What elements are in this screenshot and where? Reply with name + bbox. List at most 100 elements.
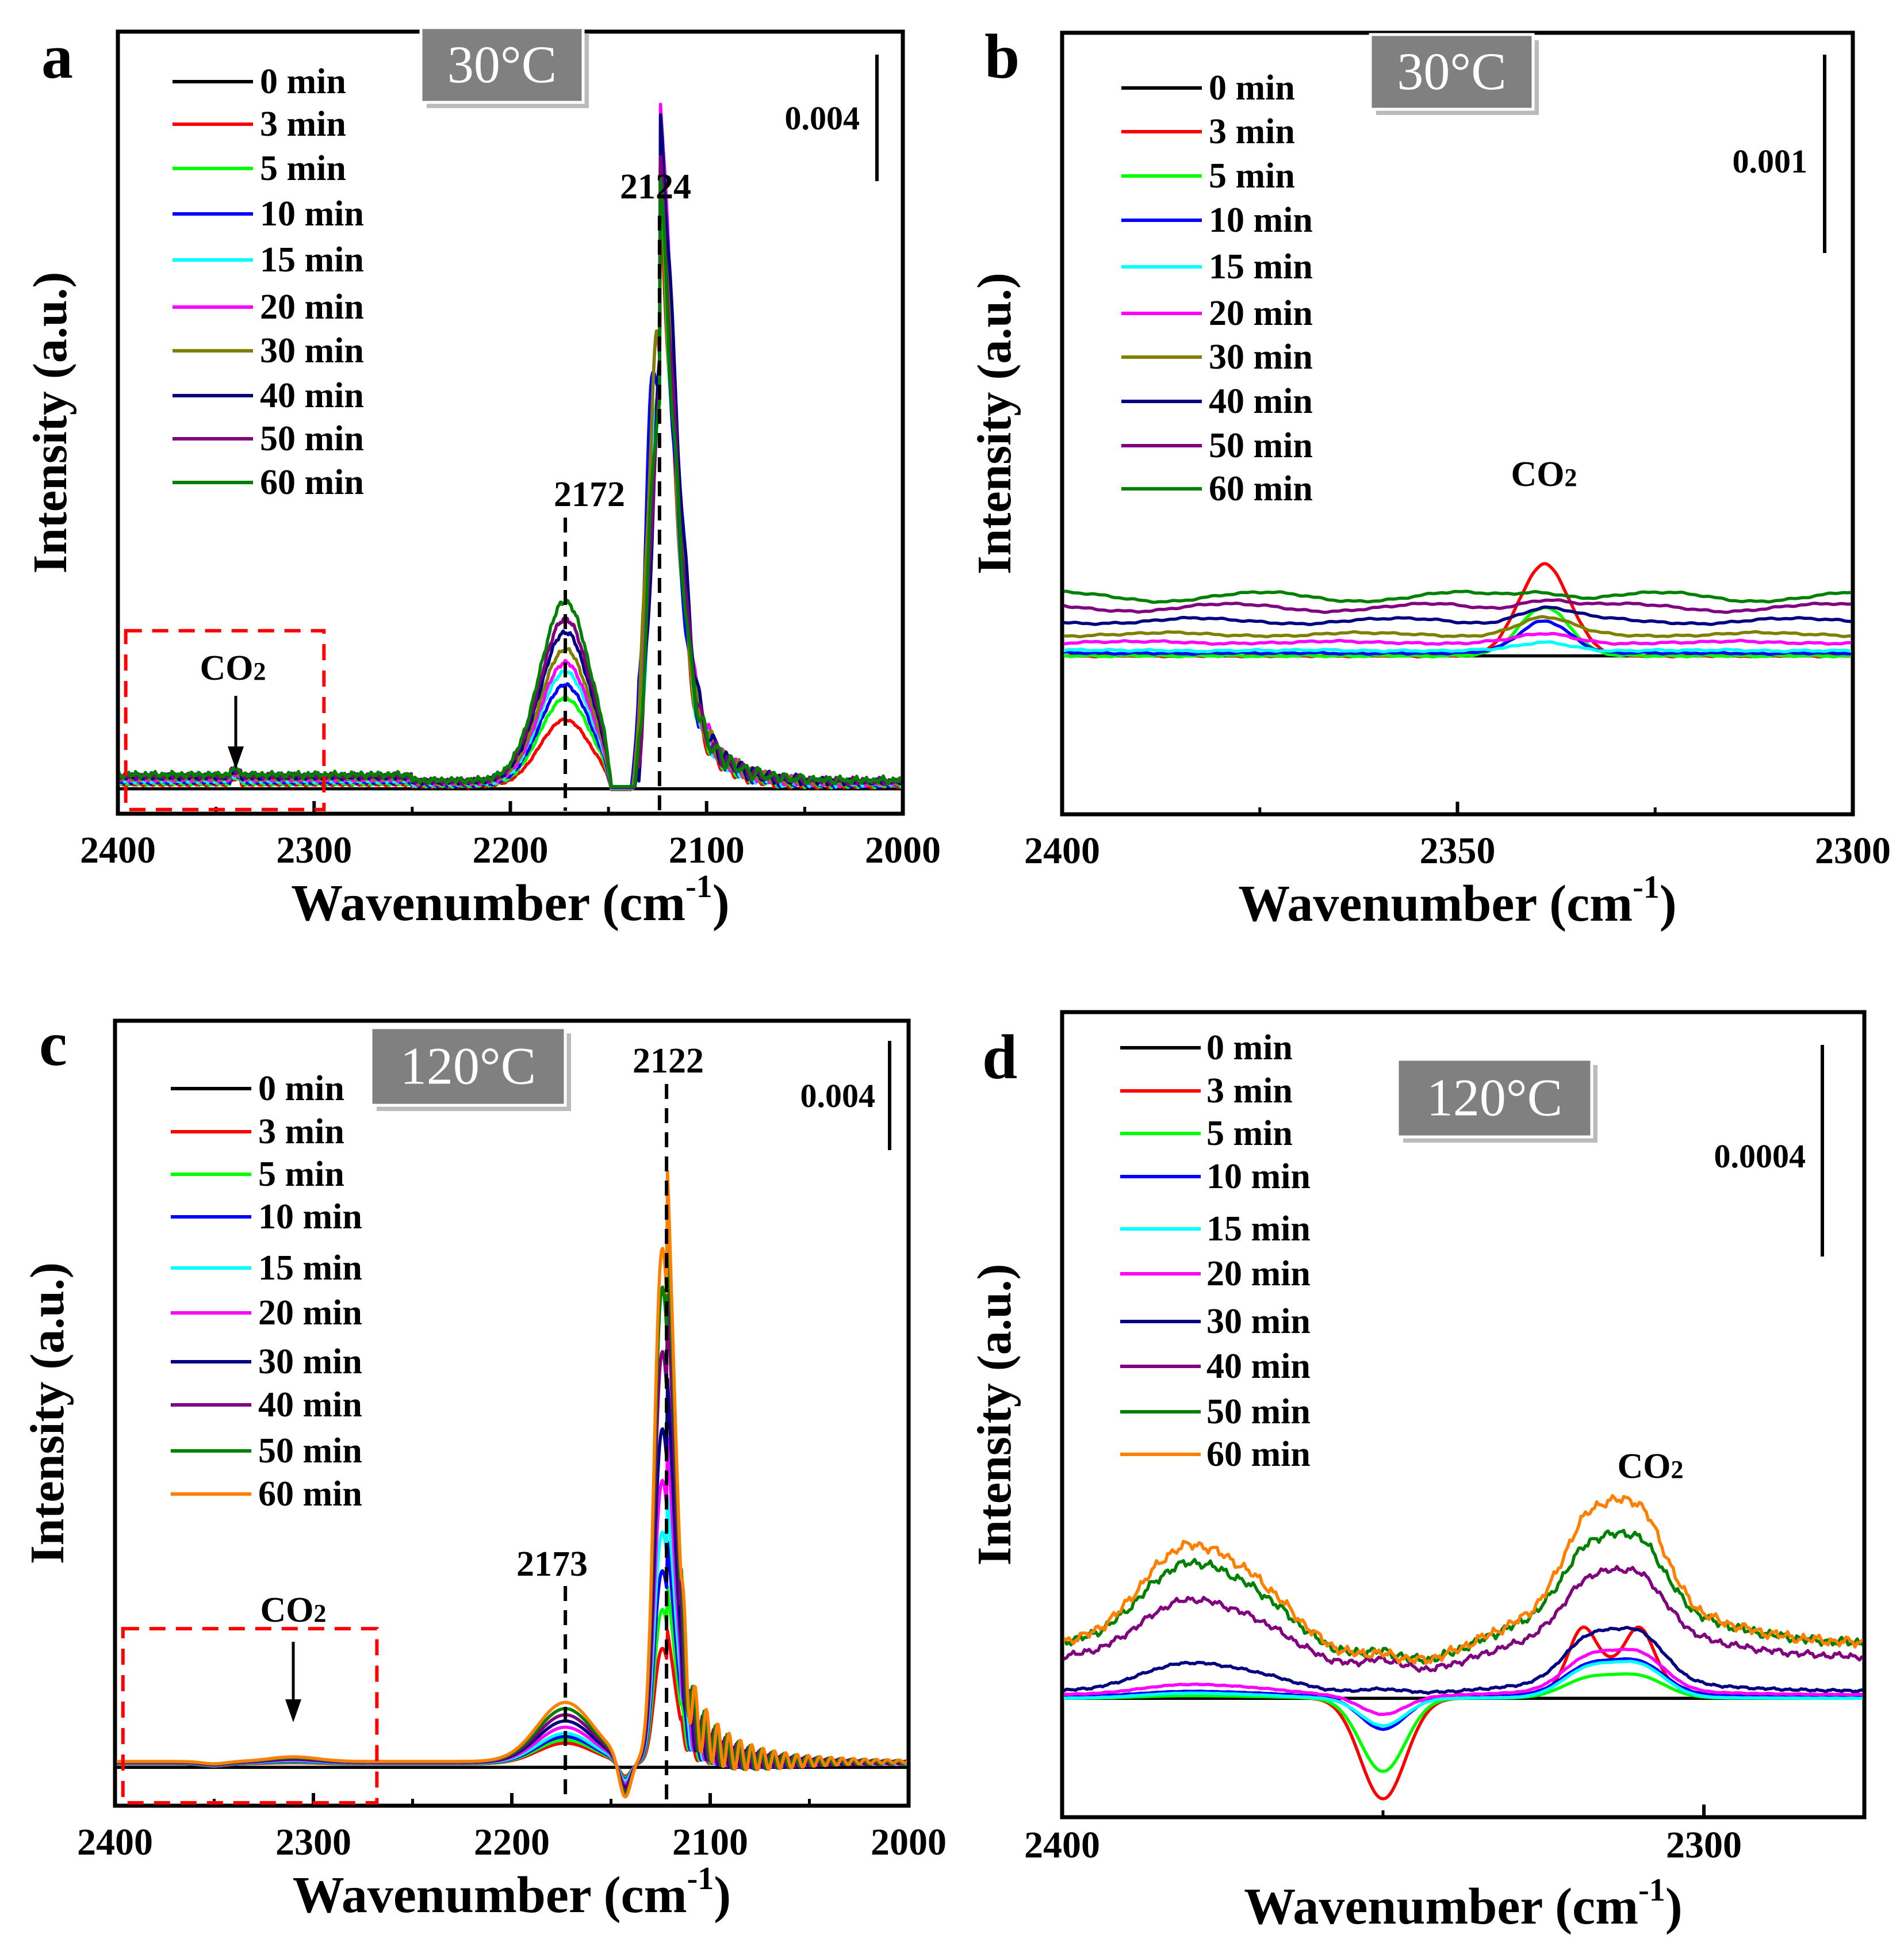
x-axis-label: Wavenumber (cm-1) — [291, 869, 729, 932]
series-line-40-min — [117, 1288, 907, 1792]
temperature-badge — [419, 26, 585, 104]
series-line-20-min — [117, 1437, 907, 1786]
temperature-label: 30°C — [1397, 42, 1506, 101]
x-axis-label: Wavenumber (cm-1) — [1244, 1872, 1682, 1935]
legend-label: 0 min — [1209, 68, 1295, 108]
co2-label: CO2 — [200, 649, 266, 688]
panel-letter: c — [39, 1009, 67, 1079]
x-tick-label: 2300 — [1815, 830, 1891, 872]
legend-label: 30 min — [260, 331, 364, 370]
legend-label: 40 min — [258, 1385, 362, 1424]
series-line-30-min — [1064, 1626, 1863, 1695]
series-line-15-min — [120, 150, 901, 790]
legend-label: 50 min — [258, 1431, 362, 1470]
legend-label: 3 min — [1206, 1071, 1293, 1110]
series-line-20-min — [1064, 631, 1851, 646]
legend-label: 20 min — [260, 288, 364, 327]
legend-label: 10 min — [258, 1197, 362, 1236]
legend-label: 0 min — [260, 62, 346, 101]
legend-label: 15 min — [1206, 1209, 1311, 1248]
legend-label: 30 min — [258, 1342, 362, 1381]
temperature-label: 120°C — [400, 1037, 536, 1096]
temperature-label: 30°C — [447, 35, 557, 94]
series-line-50-min — [117, 1214, 907, 1795]
legend-label: 40 min — [1209, 382, 1313, 421]
series-line-50-min — [1064, 598, 1851, 614]
legend-label: 0 min — [1206, 1028, 1293, 1067]
scale-bar-label: 0.001 — [1733, 143, 1808, 180]
legend-label: 40 min — [1206, 1347, 1311, 1386]
series-line-10-min — [120, 150, 901, 791]
peak-label: 2124 — [620, 167, 691, 206]
legend-label: 15 min — [1209, 247, 1313, 286]
legend-label: 10 min — [260, 194, 364, 233]
x-tick-label: 2400 — [77, 1821, 153, 1863]
legend-label: 10 min — [1206, 1157, 1311, 1196]
panel-letter: b — [984, 21, 1020, 91]
plot-frame — [113, 1018, 911, 1808]
legend-label: 50 min — [1209, 426, 1313, 465]
x-tick-label: 2350 — [1420, 830, 1496, 872]
series-line-20-min — [1064, 1648, 1863, 1716]
x-tick-label: 2100 — [669, 829, 745, 871]
series-group — [1064, 1494, 1863, 1801]
scale-bar-label: 0.004 — [785, 99, 860, 137]
x-tick-label: 2400 — [80, 829, 156, 871]
peak-label: 2122 — [633, 1041, 704, 1081]
legend-label: 3 min — [1209, 112, 1295, 151]
legend-label: 5 min — [1206, 1114, 1293, 1153]
co2-highlight-box — [121, 1627, 379, 1805]
panel-letter: d — [982, 1022, 1017, 1092]
series-line-10-min — [117, 1540, 907, 1781]
legend-label: 15 min — [258, 1248, 362, 1288]
co2-label: CO2 — [1511, 455, 1577, 494]
x-tick-label: 2100 — [672, 1821, 748, 1863]
x-tick-label: 2400 — [1024, 830, 1100, 872]
x-tick-label: 2000 — [871, 1821, 947, 1863]
co2-arrow-head — [285, 1699, 301, 1722]
legend-label: 60 min — [258, 1474, 362, 1514]
series-line-10-min — [1064, 619, 1851, 656]
legend-label: 60 min — [260, 463, 364, 502]
series-group — [117, 1170, 907, 1799]
legend-label: 20 min — [1209, 294, 1313, 333]
temperature-badge — [369, 1026, 567, 1107]
x-axis-label: Wavenumber (cm-1) — [1238, 870, 1676, 932]
legend-label: 5 min — [260, 149, 346, 188]
legend-label: 15 min — [260, 240, 364, 279]
panel-letter: a — [41, 21, 73, 91]
y-axis-label: Intensity (a.u.) — [21, 1262, 74, 1564]
series-group — [120, 102, 901, 791]
series-line-10-min — [1064, 1657, 1863, 1732]
series-line-5-min — [117, 1585, 907, 1779]
series-line-60-min — [120, 177, 901, 788]
peak-label: 2173 — [516, 1545, 588, 1584]
series-line-5-min — [120, 162, 901, 791]
series-line-60-min — [117, 1170, 907, 1799]
x-tick-label: 2000 — [865, 829, 941, 871]
panel-a: 2400 2300 2200 2100 2000 Wavenumber (cm-1) Int… — [24, 21, 941, 932]
legend-label: 5 min — [1209, 156, 1295, 196]
panel-c: 2400 2300 2200 2100 2000 Wavenumber (cm-1) Int… — [21, 1009, 947, 1924]
series-line-60-min — [1064, 1494, 1863, 1665]
x-tick-label: 2300 — [275, 1821, 351, 1863]
series-line-30-min — [1064, 615, 1851, 638]
x-tick-label: 2400 — [1024, 1824, 1100, 1866]
series-line-60-min — [1064, 589, 1851, 604]
legend-label: 50 min — [1206, 1392, 1311, 1431]
co2-arrow-head — [228, 746, 244, 769]
series-line-30-min — [117, 1377, 907, 1789]
x-tick-label: 2300 — [1666, 1824, 1742, 1866]
legend-label: 20 min — [258, 1293, 362, 1332]
series-line-40-min — [1064, 1565, 1863, 1673]
x-axis-label: Wavenumber (cm-1) — [293, 1861, 731, 1924]
x-tick-label: 2200 — [473, 829, 549, 871]
panel-d: 2400 2300 Wavenumber (cm-1) Intensity (a.u.… — [968, 1010, 1867, 1935]
scale-bar-label: 0.004 — [800, 1077, 876, 1114]
scale-bar-label: 0.0004 — [1714, 1137, 1806, 1175]
legend-label: 3 min — [260, 105, 346, 144]
